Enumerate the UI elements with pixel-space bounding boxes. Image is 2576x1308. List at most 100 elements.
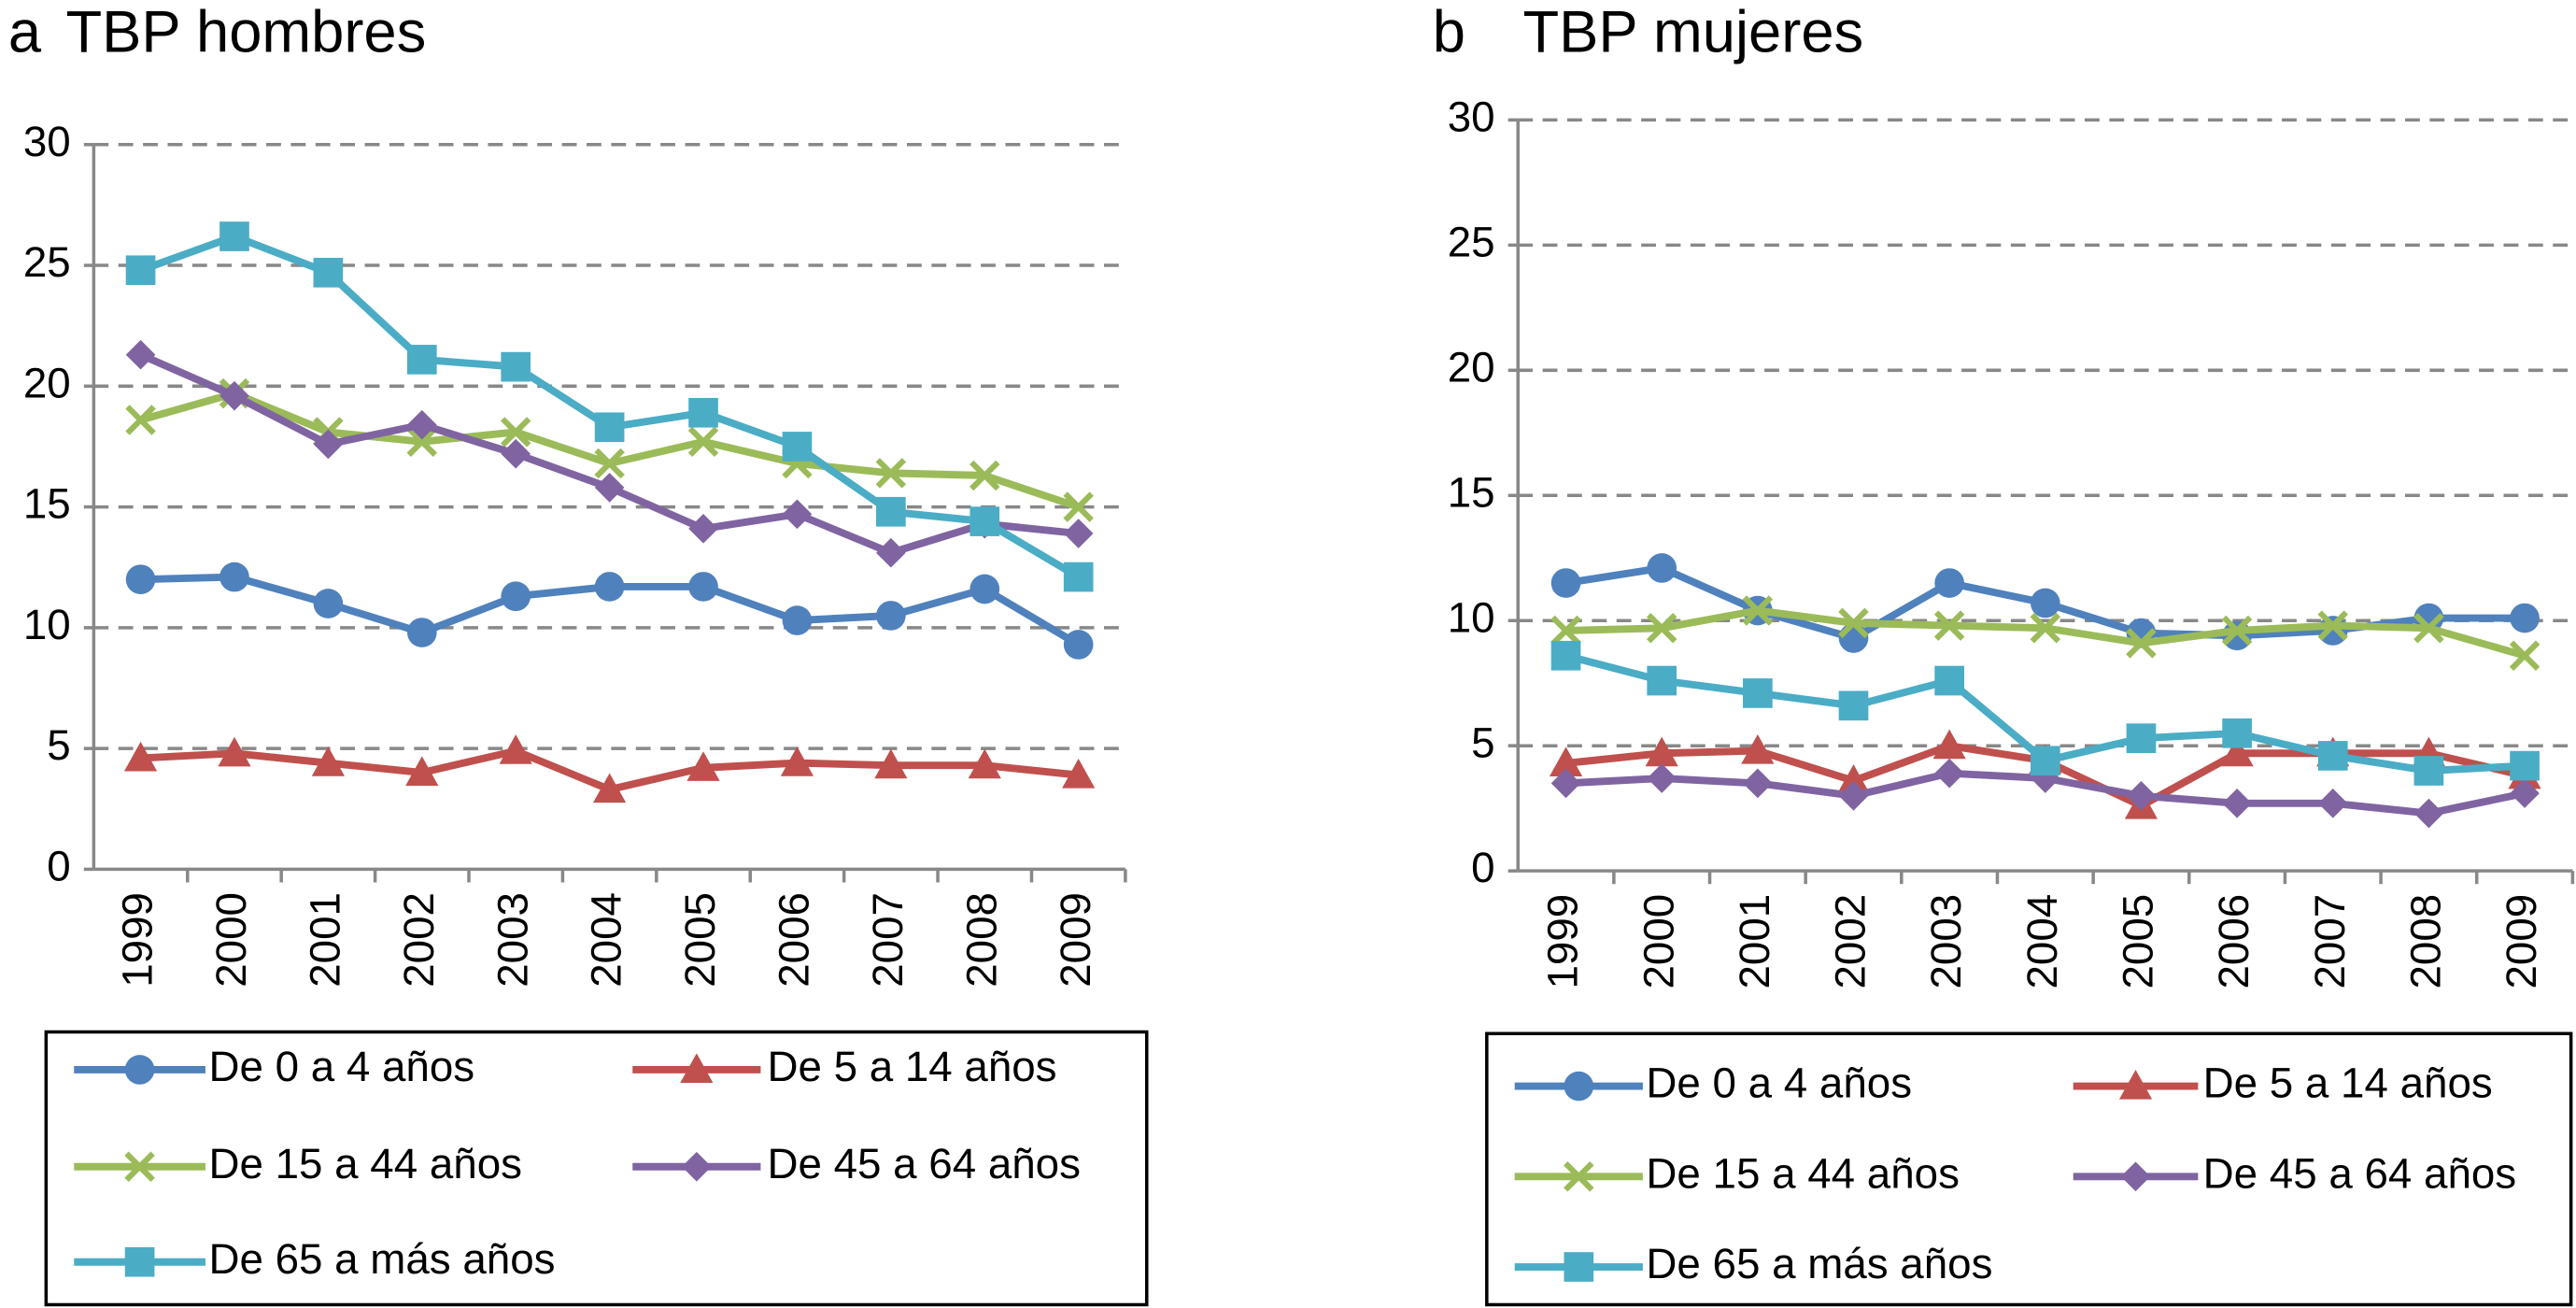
marker [1645,736,1678,767]
marker [1646,613,1677,644]
marker [1933,610,1965,641]
marker [2118,1069,2153,1100]
marker [406,345,437,375]
legend-box [1485,1031,2573,1307]
marker [782,605,813,635]
marker [875,458,907,489]
marker [1838,623,1869,653]
marker [1743,678,1773,708]
marker [2126,780,2157,811]
marker [1564,1161,1594,1192]
marker [876,601,906,631]
marker [593,773,627,803]
x-tick-label: 2005 [2115,894,2162,989]
marker [687,426,719,458]
y-tick-label: 20 [23,359,71,406]
marker [594,412,625,443]
marker [1836,764,1871,794]
marker [219,221,249,251]
marker [2317,788,2348,818]
marker [2317,616,2348,646]
marker [2317,741,2348,771]
marker [594,448,625,479]
x-tick-label: 2009 [2498,894,2545,989]
series-line [139,232,1081,580]
marker [686,751,720,781]
marker [1063,562,1094,592]
marker [970,506,1000,536]
marker [1934,568,1964,598]
marker [1550,640,1581,671]
y-tick-label: 30 [23,118,71,165]
x-tick-label: 2008 [957,892,1005,988]
legend-label: De 5 a 14 años [767,1043,1056,1090]
marker [313,257,344,288]
marker [1932,729,1966,760]
marker [688,572,718,602]
x-tick-label: 2000 [207,892,255,988]
marker [501,581,531,612]
marker [2030,746,2060,776]
x-tick-label: 2003 [1922,894,1970,989]
marker [876,496,906,527]
chart-title: TBP mujeres [1523,0,1864,64]
marker [124,1055,155,1085]
marker [2510,750,2540,781]
x-tick-label: 2002 [395,892,443,988]
marker [1647,763,1677,793]
marker [1934,758,1964,789]
marker [1647,665,1677,696]
marker [1550,568,1581,598]
y-tick-label: 15 [1448,468,1495,516]
chart-title: TBP hombres [65,0,426,64]
legend-label: De 0 a 4 años [1646,1059,1912,1107]
x-tick-label: 2007 [2306,894,2354,989]
legend-label: De 45 a 64 años [767,1140,1081,1187]
marker [688,397,718,428]
y-tick-label: 30 [1448,92,1495,140]
marker [1741,733,1775,764]
marker [2510,603,2540,633]
marker [125,405,156,435]
marker [1063,491,1094,522]
y-tick-label: 5 [47,721,70,769]
y-tick-label: 25 [1448,218,1495,265]
x-tick-label: 1999 [1539,894,1587,989]
marker [500,417,531,448]
marker [2509,640,2541,671]
marker [313,429,344,460]
marker [2222,718,2252,748]
marker [1838,690,1869,721]
marker [874,748,908,779]
marker [311,746,345,776]
marker [219,562,249,592]
marker [501,351,531,382]
marker [2221,615,2253,647]
marker [782,432,813,462]
x-tick-label: 2005 [676,892,724,988]
marker [1063,630,1094,660]
marker [2413,613,2444,644]
panel-label: b [1433,0,1465,64]
marker [1063,519,1094,548]
chart-panel: b TBP mujeres 0 5 10 15 20 25 30 1999 2000 2001 2002… [1433,0,2575,989]
x-tick-label: 2001 [1731,894,1778,989]
marker [1838,780,1869,811]
marker [782,499,813,530]
x-tick-label: 2006 [771,892,818,988]
y-tick-label: 15 [23,480,71,528]
legend-label: De 65 a más años [1646,1240,1992,1287]
marker [1549,746,1583,777]
marker [406,426,438,458]
y-tick-label: 10 [1448,593,1495,641]
marker [123,741,158,772]
x-tick-label: 2003 [488,892,536,988]
marker [313,589,344,618]
x-tick-label: 2000 [1635,894,1682,989]
legend-label: De 15 a 44 años [208,1140,522,1187]
marker [406,618,437,647]
series-line [138,351,1080,557]
marker [1934,665,1964,696]
legend-label: De 45 a 64 años [2203,1149,2517,1197]
